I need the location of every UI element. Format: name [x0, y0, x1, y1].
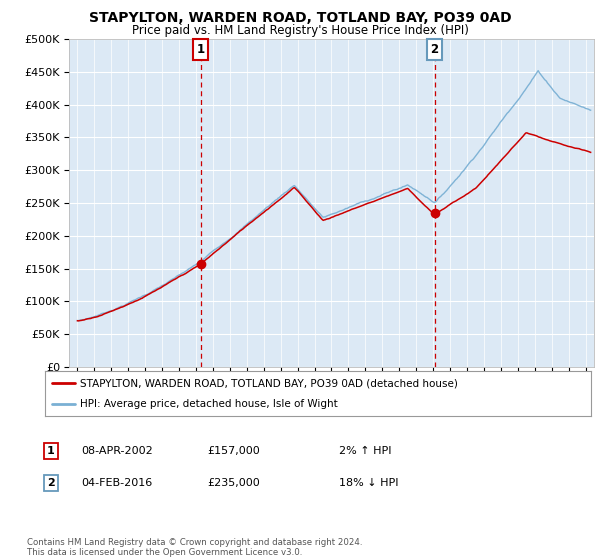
- Text: Price paid vs. HM Land Registry's House Price Index (HPI): Price paid vs. HM Land Registry's House …: [131, 24, 469, 36]
- Text: 08-APR-2002: 08-APR-2002: [81, 446, 153, 456]
- Text: HPI: Average price, detached house, Isle of Wight: HPI: Average price, detached house, Isle…: [80, 399, 338, 409]
- Text: 2: 2: [47, 478, 55, 488]
- Text: 2: 2: [431, 43, 439, 56]
- Text: 04-FEB-2016: 04-FEB-2016: [81, 478, 152, 488]
- Text: 18% ↓ HPI: 18% ↓ HPI: [339, 478, 398, 488]
- Text: STAPYLTON, WARDEN ROAD, TOTLAND BAY, PO39 0AD (detached house): STAPYLTON, WARDEN ROAD, TOTLAND BAY, PO3…: [80, 378, 458, 388]
- Text: £235,000: £235,000: [207, 478, 260, 488]
- Text: 2% ↑ HPI: 2% ↑ HPI: [339, 446, 391, 456]
- Text: 1: 1: [197, 43, 205, 56]
- Text: £157,000: £157,000: [207, 446, 260, 456]
- Text: STAPYLTON, WARDEN ROAD, TOTLAND BAY, PO39 0AD: STAPYLTON, WARDEN ROAD, TOTLAND BAY, PO3…: [89, 11, 511, 25]
- Text: Contains HM Land Registry data © Crown copyright and database right 2024.
This d: Contains HM Land Registry data © Crown c…: [27, 538, 362, 557]
- Text: 1: 1: [47, 446, 55, 456]
